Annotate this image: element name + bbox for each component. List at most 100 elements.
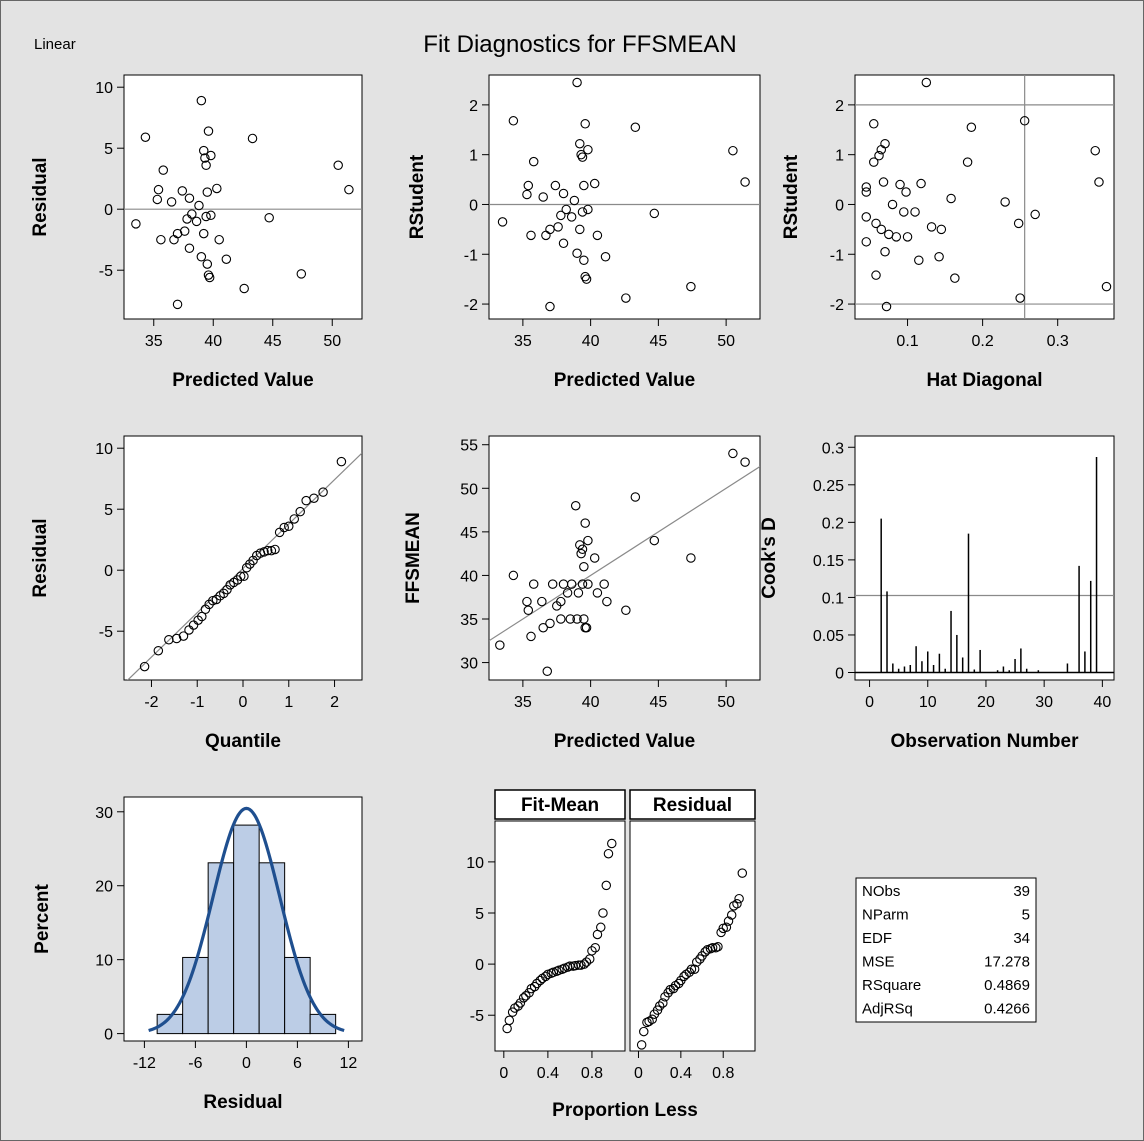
plot-inner <box>489 77 760 312</box>
data-point <box>630 492 641 502</box>
plot-inner <box>855 457 1114 674</box>
data-point <box>686 964 697 974</box>
y-tick-label: 55 <box>460 438 478 455</box>
data-point <box>876 224 887 235</box>
data-point <box>196 95 207 106</box>
x-axis-label: Proportion Less <box>552 1100 698 1121</box>
data-point <box>728 145 738 156</box>
data-point <box>558 238 569 249</box>
data-point <box>197 611 207 622</box>
data-point <box>599 579 609 589</box>
x-tick-label: 0.4 <box>537 1065 559 1082</box>
y-tick-label: -5 <box>99 263 113 280</box>
x-tick-label: 0 <box>865 694 874 711</box>
data-point <box>596 922 606 933</box>
y-tick-label: 50 <box>460 481 478 498</box>
normal-density-curve <box>148 806 345 1033</box>
data-point <box>572 614 582 624</box>
data-point <box>950 273 960 283</box>
data-point <box>861 212 872 222</box>
y-tick-label: 0.1 <box>822 590 844 607</box>
fit-stat-value: 34 <box>1013 930 1030 947</box>
x-tick-label: -2 <box>144 694 158 711</box>
x-tick-label: 10 <box>919 694 937 711</box>
x-tick-label: 35 <box>145 333 163 350</box>
data-point <box>184 193 195 203</box>
x-axis-label: Predicted Value <box>554 370 696 391</box>
data-point <box>901 187 911 197</box>
data-point <box>202 187 213 197</box>
data-point <box>566 579 577 589</box>
y-axis-label: Percent <box>32 883 53 953</box>
data-point <box>184 243 195 253</box>
data-point <box>336 456 347 467</box>
data-point <box>545 301 555 312</box>
y-tick-label: 0 <box>835 665 844 682</box>
data-point <box>532 978 542 989</box>
data-point <box>526 631 536 642</box>
y-tick-label: 1 <box>469 148 478 165</box>
data-point <box>521 991 531 1001</box>
data-point <box>579 180 589 191</box>
data-point <box>592 588 603 598</box>
y-tick-label: 5 <box>104 502 113 519</box>
chart-residual-fit-spread: Fit-Mean 0 0.4 0.8 -5 0 5 10 Residual 0 0.4 0.8 Prop… <box>466 789 756 1121</box>
x-axis-label: Predicted Value <box>554 731 696 752</box>
data-point <box>522 189 532 200</box>
y-axis-label: Residual <box>30 518 51 597</box>
data-point <box>936 224 947 235</box>
y-tick-label: 0 <box>104 202 113 219</box>
x-tick-label: 35 <box>514 694 532 711</box>
histogram-bar <box>309 1013 337 1035</box>
data-point <box>508 570 519 581</box>
data-point <box>658 998 668 1008</box>
fit-stat-label: NObs <box>862 883 900 900</box>
data-point <box>206 210 216 221</box>
data-point <box>576 548 586 559</box>
data-point <box>899 207 909 217</box>
data-point <box>689 964 700 974</box>
data-point <box>566 212 577 222</box>
data-point <box>284 521 294 532</box>
plot-area <box>854 435 1115 681</box>
data-point <box>583 535 593 546</box>
data-point <box>581 622 592 633</box>
y-tick-label: 0.25 <box>813 478 844 495</box>
data-point <box>171 633 182 644</box>
data-point <box>131 219 141 229</box>
data-point <box>583 579 593 589</box>
fit-stat-value: 17.278 <box>984 954 1030 971</box>
data-point <box>902 232 913 242</box>
data-point <box>686 553 696 563</box>
data-point <box>504 1015 515 1026</box>
data-point <box>577 152 588 162</box>
data-point <box>734 893 744 904</box>
x-tick-label: 45 <box>264 333 282 350</box>
data-point <box>649 535 660 546</box>
x-tick-label: 0.4 <box>670 1065 692 1082</box>
data-point <box>513 1001 523 1011</box>
data-point <box>526 230 536 241</box>
data-point <box>871 270 881 280</box>
x-tick-label: 45 <box>649 694 667 711</box>
fit-stat-value: 5 <box>1022 907 1030 924</box>
data-point <box>318 487 328 497</box>
data-point <box>581 957 592 967</box>
x-tick-label: -1 <box>190 694 204 711</box>
x-axis-label: Residual <box>203 1092 282 1113</box>
y-tick-label: -5 <box>99 624 113 641</box>
y-tick-label: -2 <box>464 297 478 314</box>
y-tick-label: 2 <box>835 98 844 115</box>
data-point <box>200 153 210 163</box>
y-tick-label: 0.3 <box>822 440 844 457</box>
x-tick-label: 40 <box>1093 694 1111 711</box>
data-point <box>221 254 232 264</box>
fit-stat-label: MSE <box>862 954 895 971</box>
chart-rstudent-vs-predicted: 35 40 45 50 -2 -1 0 1 2 Predicted Value RStudent <box>407 74 761 391</box>
data-point <box>547 579 558 589</box>
data-point <box>556 596 566 607</box>
data-point <box>542 666 553 677</box>
chart-residual-qq: -2 -1 0 1 2 -5 0 5 10 Quantile Residual <box>30 435 363 752</box>
plot-inner <box>489 448 760 677</box>
